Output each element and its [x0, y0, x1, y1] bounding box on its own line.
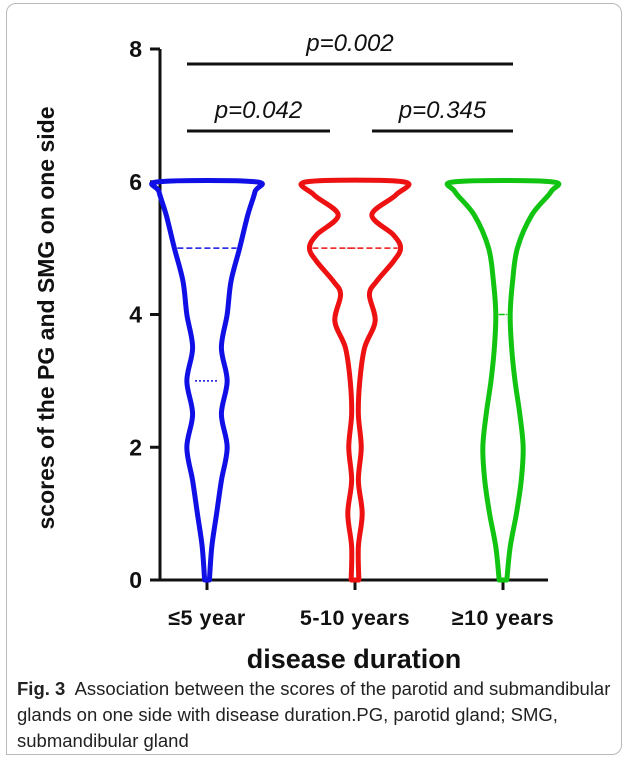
x-tick-label: ≥10 years	[452, 606, 554, 630]
caption-figure-number: Fig. 3	[17, 678, 66, 699]
violin-outline	[149, 178, 265, 583]
caption-text: Association between the scores of the pa…	[17, 678, 611, 751]
y-tick-label: 0	[129, 567, 142, 593]
p-value-label: p=0.042	[214, 97, 302, 124]
figure-frame	[6, 3, 622, 755]
y-axis-title: scores of the PG and SMG on one side	[33, 106, 59, 529]
p-value-label: p=0.345	[398, 97, 487, 124]
y-tick-label: 6	[129, 169, 142, 195]
p-value-label: p=0.002	[305, 30, 393, 57]
y-tick-label: 2	[129, 434, 142, 460]
figure-caption: Fig. 3 Association between the scores of…	[17, 676, 617, 754]
violin-outline	[298, 177, 412, 583]
x-tick-label: ≤5 year	[168, 606, 246, 630]
x-tick-label: 5-10 years	[300, 606, 410, 630]
violin-outline	[444, 178, 562, 583]
y-tick-label: 8	[129, 36, 142, 62]
x-axis-title: disease duration	[247, 644, 462, 672]
y-tick-label: 4	[129, 302, 142, 328]
violin-chart: 0 2 4 6 8 ≤5 year 5-10 years ≥10 years disease d…	[33, 30, 562, 672]
